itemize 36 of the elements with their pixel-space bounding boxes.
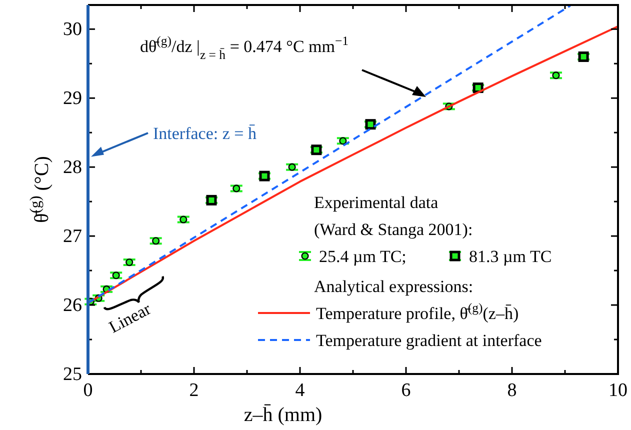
- x-tick-label: 6: [401, 380, 411, 401]
- annotation: Analytical expressions:: [314, 277, 474, 296]
- x-tick-label: 10: [608, 380, 628, 401]
- point: [126, 258, 134, 266]
- point: [552, 72, 560, 80]
- x-tick-label: 0: [83, 380, 93, 401]
- point: [365, 119, 376, 130]
- point: [259, 170, 270, 182]
- point: [288, 163, 296, 171]
- point: [311, 144, 322, 156]
- y-tick-label: 28: [63, 157, 82, 178]
- x-axis-title: z–h̄ (mm): [244, 404, 322, 426]
- x-tick-label: 4: [295, 380, 306, 401]
- point: [578, 51, 589, 62]
- legend-label: 25.4 µm TC;: [319, 247, 406, 266]
- y-tick-label: 27: [63, 226, 82, 248]
- annotation: dθ̄$^{(g)}$/dz |$_{z = h̄}$ = 0.474 °C mm$^{−1}$: [140, 34, 349, 62]
- annotation: (Ward & Stanga 2001):: [314, 220, 473, 239]
- annotation: Interface: z = h̄: [153, 124, 257, 143]
- x-tick-label: 2: [189, 380, 199, 401]
- legend-label: Temperature gradient at interface: [316, 331, 542, 350]
- y-tick-label: 26: [63, 295, 82, 316]
- y-tick-label: 30: [63, 19, 82, 40]
- point: [180, 216, 188, 224]
- point: [232, 184, 240, 192]
- annotation: Linear: [106, 299, 154, 337]
- y-tick-label: 25: [63, 364, 82, 385]
- legend-label: 81.3 µm TC: [469, 247, 552, 266]
- legend-label: Temperature profile, θ̄$^{(g)}$(z–h̄): [316, 301, 519, 323]
- annotation: Experimental data: [314, 193, 439, 212]
- point: [152, 237, 160, 245]
- y-tick-label: 29: [63, 88, 82, 110]
- x-tick-label: 8: [507, 380, 517, 401]
- point: [112, 272, 120, 280]
- point: [206, 194, 217, 206]
- point: [339, 137, 347, 145]
